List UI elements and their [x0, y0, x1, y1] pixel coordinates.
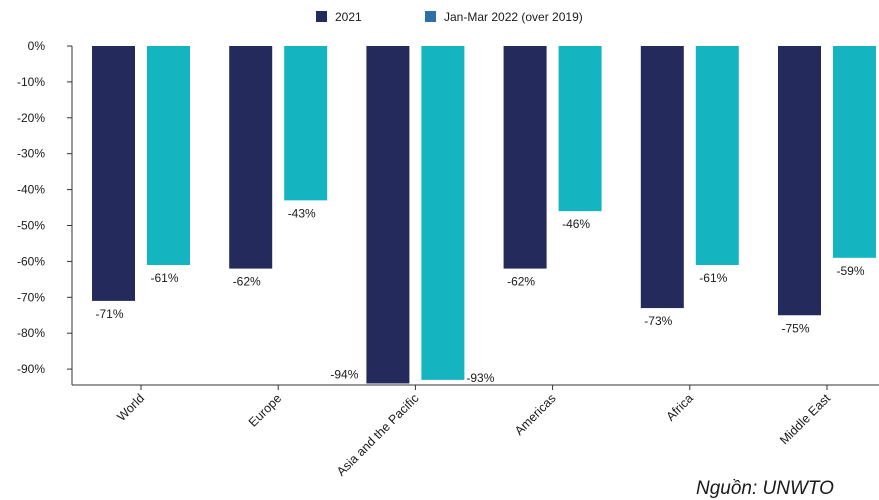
bar-series-1	[229, 46, 273, 269]
bar-series-1	[503, 46, 547, 269]
y-tick-label: -30%	[17, 147, 45, 161]
legend-swatch	[425, 11, 436, 22]
y-tick-label: -40%	[17, 183, 45, 197]
y-tick-label: -50%	[17, 219, 45, 233]
chart-legend: 2021 Jan-Mar 2022 (over 2019)	[316, 10, 583, 24]
y-tick-label: -70%	[17, 290, 45, 304]
bar-series-2	[421, 46, 465, 380]
bar-series-group	[92, 46, 876, 384]
data-label: -94%	[330, 367, 358, 381]
data-label: -73%	[644, 314, 672, 328]
legend-swatch	[316, 11, 327, 22]
x-category-label: Asia and the Pacific	[334, 391, 422, 479]
legend-label: 2021	[335, 10, 362, 24]
data-label: -62%	[233, 275, 261, 289]
x-axis: World Europe Asia and the Pacific Americas A…	[72, 384, 879, 479]
x-category-label: World	[114, 391, 147, 424]
y-tick-label: -10%	[17, 75, 45, 89]
y-tick-label: -60%	[17, 254, 45, 268]
data-label: -93%	[466, 371, 494, 385]
bar-series-1	[366, 46, 410, 384]
legend-label: Jan-Mar 2022 (over 2019)	[444, 10, 583, 24]
x-category-label: Europe	[246, 391, 284, 429]
y-tick-label: -90%	[17, 362, 45, 376]
data-label: -62%	[507, 275, 535, 289]
data-label: -46%	[562, 217, 590, 231]
y-tick-label: -80%	[17, 326, 45, 340]
bar-series-2	[833, 46, 876, 258]
data-label: -75%	[781, 321, 809, 335]
source-note: Nguồn: UNWTO	[696, 478, 834, 499]
bar-series-2	[147, 46, 190, 265]
data-label: -43%	[288, 206, 316, 220]
x-category-label: Middle East	[777, 391, 833, 447]
bar-series-2	[558, 46, 602, 212]
bar-series-2	[695, 46, 739, 265]
bar-series-1	[778, 46, 821, 316]
data-label: -61%	[699, 271, 727, 285]
data-label: -61%	[150, 271, 178, 285]
bar-series-1	[92, 46, 135, 301]
x-category-label: Africa	[663, 391, 696, 424]
data-label: -59%	[836, 264, 864, 278]
x-category-label: Americas	[512, 391, 559, 438]
value-label-group: -71% -61% -62% -43% -94% -93% -62% -46% -73% -61%…	[95, 206, 864, 385]
bar-series-1	[640, 46, 684, 309]
y-tick-label: 0%	[28, 39, 46, 53]
data-label: -71%	[95, 307, 123, 321]
y-axis: 0% -10% -20% -30% -40% -50% -60% -70% -80% -90%	[17, 39, 73, 385]
y-tick-label: -20%	[17, 111, 45, 125]
bar-series-2	[284, 46, 328, 201]
